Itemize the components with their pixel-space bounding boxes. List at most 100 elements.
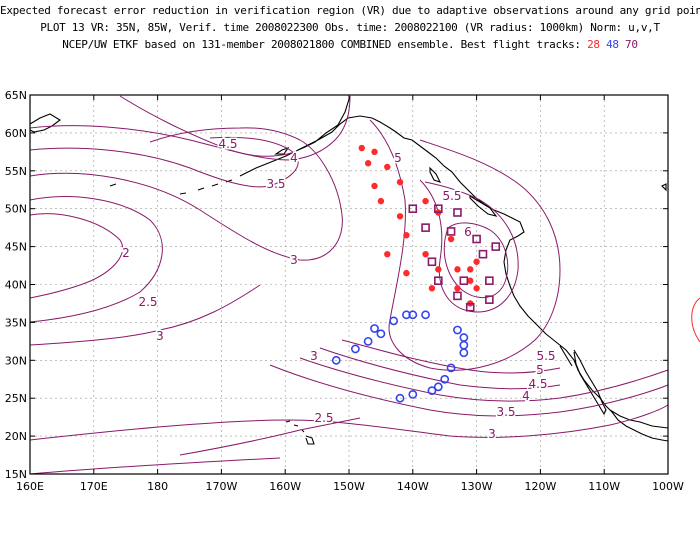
lon-label: 130W bbox=[461, 480, 493, 493]
track-70-point bbox=[491, 242, 501, 251]
track-28-point bbox=[371, 182, 378, 190]
track-28-point bbox=[384, 163, 391, 171]
lon-label: 160E bbox=[16, 480, 44, 493]
lon-label: 180 bbox=[147, 480, 168, 493]
kamchatka bbox=[29, 113, 61, 133]
track-28-point bbox=[403, 232, 410, 239]
track-48-point bbox=[459, 348, 469, 358]
track-28-point bbox=[403, 269, 410, 277]
contour-2-5-west bbox=[29, 196, 163, 323]
track-28-point bbox=[377, 197, 385, 205]
contour-label: 2.5 bbox=[138, 295, 157, 309]
header-line-2: PLOT 13 VR: 35N, 85W, Verif. time 200802… bbox=[40, 21, 660, 34]
lat-label: 30N bbox=[5, 354, 27, 367]
lat-label: 60N bbox=[5, 127, 27, 140]
track-48-point bbox=[408, 310, 418, 320]
track-48-point bbox=[453, 325, 462, 335]
contour-2-5-south bbox=[179, 417, 361, 456]
header-line-3: NCEP/UW ETKF based on 131-member 2008021… bbox=[0, 38, 700, 51]
track-70-point bbox=[434, 276, 443, 286]
plot-header: Expected forecast error reduction in ver… bbox=[0, 0, 700, 70]
track-70-point bbox=[427, 257, 437, 267]
lat-label: 35N bbox=[5, 316, 27, 329]
contour-label: 5.5 bbox=[536, 349, 555, 363]
track-70-point bbox=[453, 291, 462, 301]
contour-label: 3 bbox=[310, 349, 318, 363]
lon-label: 150W bbox=[333, 480, 365, 493]
contour-label: 3 bbox=[290, 253, 298, 267]
contour-5-5 bbox=[419, 179, 519, 313]
track-28-point bbox=[422, 197, 429, 205]
lat-label: 50N bbox=[5, 203, 27, 216]
track-48-point bbox=[408, 390, 418, 399]
track-70-point bbox=[459, 276, 469, 286]
aleutian-islands bbox=[109, 179, 233, 195]
lat-label: 55N bbox=[5, 165, 27, 178]
track-70-point bbox=[453, 208, 462, 217]
contour-4-5-north bbox=[119, 95, 296, 157]
contour-5-main bbox=[369, 119, 561, 371]
contour-label: 5 bbox=[536, 363, 544, 377]
lat-label: 45N bbox=[5, 241, 27, 254]
haida-gwaii bbox=[429, 166, 442, 183]
small-island bbox=[661, 183, 667, 192]
lon-label: 110W bbox=[588, 480, 620, 493]
track-48-point bbox=[440, 374, 450, 384]
contour-label: 4 bbox=[522, 389, 530, 403]
track-28-point bbox=[358, 144, 365, 152]
track-28-point bbox=[454, 285, 461, 292]
track-48-point bbox=[363, 336, 373, 346]
track-48-point bbox=[433, 382, 443, 392]
contour-label: 3 bbox=[156, 329, 164, 343]
contour-label: 4.5 bbox=[218, 137, 237, 151]
contour-4-north bbox=[29, 95, 351, 161]
alaska-peninsula bbox=[239, 150, 297, 177]
track-70-point bbox=[434, 204, 443, 213]
track-70-point bbox=[421, 223, 430, 232]
lon-label: 120W bbox=[524, 480, 556, 493]
track-28-point bbox=[454, 266, 461, 273]
header-line-1: Expected forecast error reduction in ver… bbox=[0, 4, 700, 17]
header-line-3-text: NCEP/UW ETKF based on 131-member 2008021… bbox=[62, 38, 581, 51]
coastlines bbox=[29, 95, 669, 445]
lon-label: 140W bbox=[397, 480, 429, 493]
track-48-point bbox=[402, 310, 411, 320]
contour-label: 5.5 bbox=[442, 189, 461, 203]
track-28-point bbox=[428, 285, 436, 292]
track-70-point bbox=[485, 276, 494, 286]
track-48-point bbox=[370, 324, 379, 333]
mexico-coast bbox=[609, 409, 669, 429]
contour-3-south bbox=[29, 404, 669, 441]
contour-label: 3.5 bbox=[266, 177, 285, 191]
lon-label: 100W bbox=[652, 480, 684, 493]
track-label-blue: 48 bbox=[606, 38, 619, 51]
track-48-point bbox=[446, 363, 456, 373]
track-28-point bbox=[473, 285, 480, 292]
track-70-point bbox=[465, 302, 475, 312]
track-48-point bbox=[427, 386, 437, 396]
track-70-point bbox=[472, 234, 481, 244]
track-28-point bbox=[473, 258, 480, 265]
flight-tracks bbox=[331, 144, 501, 403]
track-28-point bbox=[396, 213, 404, 220]
contour-3-far-south bbox=[29, 457, 281, 475]
gulf-of-california bbox=[559, 345, 573, 367]
track-48-point bbox=[389, 316, 399, 326]
lon-label: 170E bbox=[80, 480, 108, 493]
contour-label: 3 bbox=[488, 427, 496, 441]
contour-5-south bbox=[341, 339, 561, 374]
contour-label: 4.5 bbox=[528, 377, 547, 391]
lon-label: 160W bbox=[269, 480, 301, 493]
contour-3-5-west bbox=[29, 136, 299, 188]
edge-arc bbox=[691, 297, 700, 343]
track-label-red: 28 bbox=[587, 38, 600, 51]
track-label-purple: 70 bbox=[625, 38, 638, 51]
contour-3-5-south bbox=[269, 364, 669, 417]
contour-label: 3.5 bbox=[496, 405, 515, 419]
contour-6 bbox=[443, 222, 509, 298]
track-28-point bbox=[364, 160, 372, 167]
track-28-point bbox=[447, 235, 455, 243]
track-48-point bbox=[421, 310, 430, 320]
track-28-point bbox=[422, 250, 429, 258]
